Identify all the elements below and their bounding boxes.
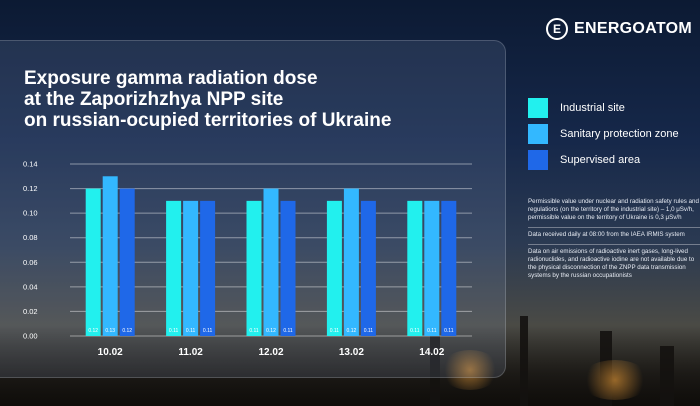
bar-data-label: 0.11: [186, 328, 196, 334]
y-tick-label: 0.12: [23, 184, 38, 193]
legend-label: Sanitary protection zone: [560, 128, 679, 140]
x-tick-label: 10.02: [98, 347, 123, 358]
title-line-3: on russian-ocupied territories of Ukrain…: [24, 110, 392, 131]
energoatom-logo-icon: E: [546, 18, 569, 40]
bar-data-label: 0.12: [347, 328, 357, 334]
bar: [424, 200, 440, 336]
background-light: [580, 360, 650, 400]
legend-swatch: [528, 150, 548, 170]
notes: Permissible value under nuclear and radi…: [528, 195, 700, 285]
legend-swatch: [528, 124, 548, 144]
bar-chart: 0.00 0.02 0.04 0.06 0.08 0.10 0.12 0.14 0.12 0.13…: [23, 160, 472, 358]
y-tick-label: 0.08: [23, 233, 38, 242]
bar: [407, 200, 423, 336]
bar-data-label: 0.12: [266, 328, 276, 334]
y-tick-label: 0.14: [23, 160, 38, 169]
background-light: [440, 350, 500, 390]
bar: [119, 188, 135, 336]
title-line-2: at the Zaporizhzhya NPP site: [24, 89, 284, 110]
legend-swatch: [528, 98, 548, 118]
legend-item-supervised-area: Supervised area: [528, 150, 679, 170]
background-chimney: [660, 346, 674, 406]
y-tick-label: 0.02: [23, 307, 38, 316]
note-emissions: Data on air emissions of radioactive ine…: [528, 244, 700, 285]
title-line-1: Exposure gamma radiation dose: [24, 68, 318, 89]
bar: [246, 200, 262, 336]
bar-data-label: 0.11: [330, 328, 340, 334]
bar-data-label: 0.12: [122, 328, 132, 334]
note-data-source: Data received daily at 08:00 from the IA…: [528, 227, 700, 244]
bar: [85, 188, 101, 336]
bar-data-label: 0.11: [364, 328, 374, 334]
y-tick-label: 0.04: [23, 282, 38, 291]
x-tick-label: 14.02: [419, 347, 444, 358]
x-tick-label: 12.02: [258, 347, 283, 358]
bar-data-label: 0.11: [169, 328, 179, 334]
bar: [102, 176, 118, 336]
bar-data-label: 0.13: [105, 328, 115, 334]
bar: [200, 200, 216, 336]
legend-label: Supervised area: [560, 154, 641, 166]
legend-item-industrial-site: Industrial site: [528, 98, 679, 118]
bar-data-label: 0.11: [283, 328, 293, 334]
chart-title: Exposure gamma radiation dose at the Zap…: [24, 68, 391, 131]
background-chimney: [520, 316, 528, 406]
bar: [166, 200, 182, 336]
legend: Industrial site Sanitary protection zone…: [528, 98, 679, 176]
y-tick-label: 0.10: [23, 209, 38, 218]
brand-name: ENERGOATOM: [574, 20, 692, 37]
bar: [326, 200, 342, 336]
y-tick-label: 0.00: [23, 332, 38, 341]
bar-data-label: 0.11: [410, 328, 420, 334]
bar: [280, 200, 296, 336]
legend-label: Industrial site: [560, 102, 625, 114]
bar-data-label: 0.11: [444, 328, 454, 334]
bar: [263, 188, 279, 336]
background-chimney: [430, 336, 440, 406]
bar-data-label: 0.11: [203, 328, 213, 334]
x-tick-label: 13.02: [339, 347, 364, 358]
background-skyline: [0, 326, 700, 406]
bar-data-label: 0.12: [88, 328, 98, 334]
bar: [360, 200, 376, 336]
note-permissible-value: Permissible value under nuclear and radi…: [528, 198, 699, 221]
bar-data-label: 0.11: [427, 328, 437, 334]
legend-item-sanitary-protection-zone: Sanitary protection zone: [528, 124, 679, 144]
brand-logo: E ENERGOATOM: [546, 18, 692, 40]
y-tick-label: 0.06: [23, 258, 38, 267]
bar: [183, 200, 199, 336]
bar-data-label: 0.11: [249, 328, 259, 334]
bar: [343, 188, 359, 336]
bar: [441, 200, 457, 336]
x-tick-label: 11.02: [178, 347, 203, 358]
